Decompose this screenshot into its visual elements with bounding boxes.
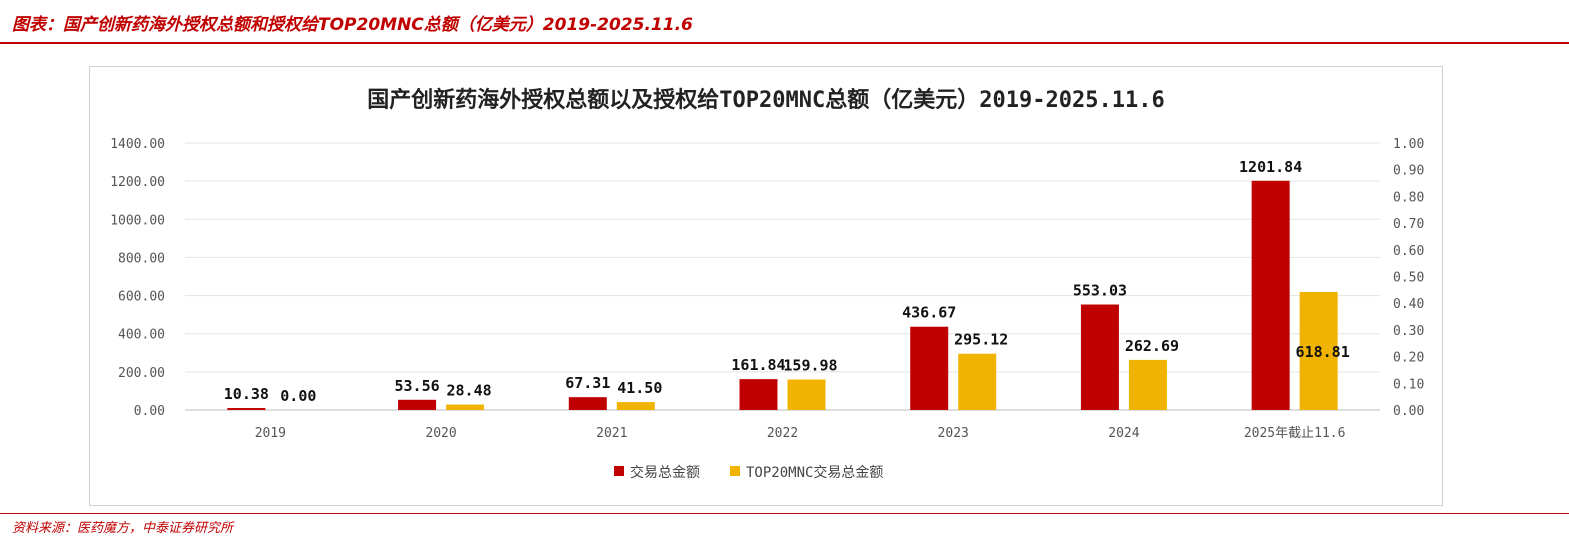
- data-label-top20: 295.12: [954, 331, 1008, 349]
- data-label-top20: 28.48: [446, 382, 491, 400]
- data-label-top20: 159.98: [783, 356, 837, 374]
- x-tick-label: 2021: [596, 426, 627, 441]
- data-label-top20: 618.81: [1296, 343, 1350, 361]
- chart-container: 国产创新药海外授权总额以及授权给TOP20MNC总额（亿美元）2019-2025…: [89, 66, 1443, 506]
- bottom-divider: [0, 513, 1569, 514]
- bar-total-2023: [910, 326, 949, 410]
- data-label-top20: 262.69: [1125, 337, 1179, 355]
- data-label-total: 553.03: [1073, 282, 1127, 300]
- bar-total-2024: [1080, 304, 1119, 410]
- legend-label-total: 交易总金额: [630, 464, 700, 481]
- figure-caption: 图表：国产创新药海外授权总额和授权给TOP20MNC总额（亿美元）2019-20…: [12, 15, 693, 35]
- bar-top20-2025年截止11.6: [1299, 291, 1338, 410]
- legend-label-top20: TOP20MNC交易总金额: [746, 464, 883, 481]
- y-tick-label: 0.00: [134, 404, 165, 419]
- bar-top20-2020: [446, 404, 485, 410]
- y2-tick-label: 0.10: [1393, 377, 1424, 392]
- x-tick-label: 2024: [1108, 426, 1139, 441]
- y2-tick-label: 0.50: [1393, 271, 1424, 286]
- bar-top20-2023: [958, 353, 997, 410]
- x-tick-label: 2025年截止11.6: [1244, 426, 1346, 441]
- y-tick-label: 600.00: [118, 290, 165, 305]
- y2-tick-label: 0.90: [1393, 164, 1424, 179]
- y-tick-label: 1200.00: [110, 175, 165, 190]
- y2-tick-label: 0.70: [1393, 217, 1424, 232]
- x-tick-label: 2020: [425, 426, 456, 441]
- bar-total-2020: [398, 399, 437, 410]
- x-tick-label: 2022: [767, 426, 798, 441]
- y-tick-label: 800.00: [118, 251, 165, 266]
- y2-tick-label: 0.80: [1393, 190, 1424, 205]
- y-tick-label: 1000.00: [110, 213, 165, 228]
- source-note: 资料来源：医药魔方，中泰证券研究所: [12, 521, 234, 536]
- y-tick-label: 200.00: [118, 366, 165, 381]
- data-label-total: 53.56: [394, 377, 439, 395]
- bar-total-2019: [227, 408, 266, 410]
- top-divider: [0, 42, 1569, 44]
- y2-tick-label: 0.60: [1393, 244, 1424, 259]
- y-tick-label: 1400.00: [110, 137, 165, 152]
- data-label-top20: 0.00: [280, 387, 316, 405]
- data-label-total: 161.84: [731, 356, 785, 374]
- y2-tick-label: 0.40: [1393, 297, 1424, 312]
- bar-chart: 国产创新药海外授权总额以及授权给TOP20MNC总额（亿美元）2019-2025…: [110, 87, 1424, 481]
- legend-swatch-total: [614, 466, 624, 476]
- data-label-total: 1201.84: [1239, 158, 1302, 176]
- data-label-top20: 41.50: [617, 379, 662, 397]
- bar-total-2021: [568, 397, 607, 410]
- bar-top20-2021: [616, 402, 655, 410]
- bar-total-2025年截止11.6: [1251, 180, 1290, 410]
- y2-tick-label: 1.00: [1393, 137, 1424, 152]
- x-tick-label: 2023: [938, 426, 969, 441]
- y2-tick-label: 0.00: [1393, 404, 1424, 419]
- y2-tick-label: 0.20: [1393, 351, 1424, 366]
- bar-top20-2024: [1128, 359, 1167, 410]
- data-label-total: 436.67: [902, 304, 956, 322]
- legend-swatch-top20: [730, 466, 740, 476]
- x-tick-label: 2019: [255, 426, 286, 441]
- chart-title: 国产创新药海外授权总额以及授权给TOP20MNC总额（亿美元）2019-2025…: [367, 87, 1164, 113]
- data-label-total: 10.38: [224, 385, 269, 403]
- y2-tick-label: 0.30: [1393, 324, 1424, 339]
- data-label-total: 67.31: [565, 374, 610, 392]
- bar-top20-2022: [787, 379, 826, 410]
- bar-total-2022: [739, 379, 778, 410]
- y-tick-label: 400.00: [118, 328, 165, 343]
